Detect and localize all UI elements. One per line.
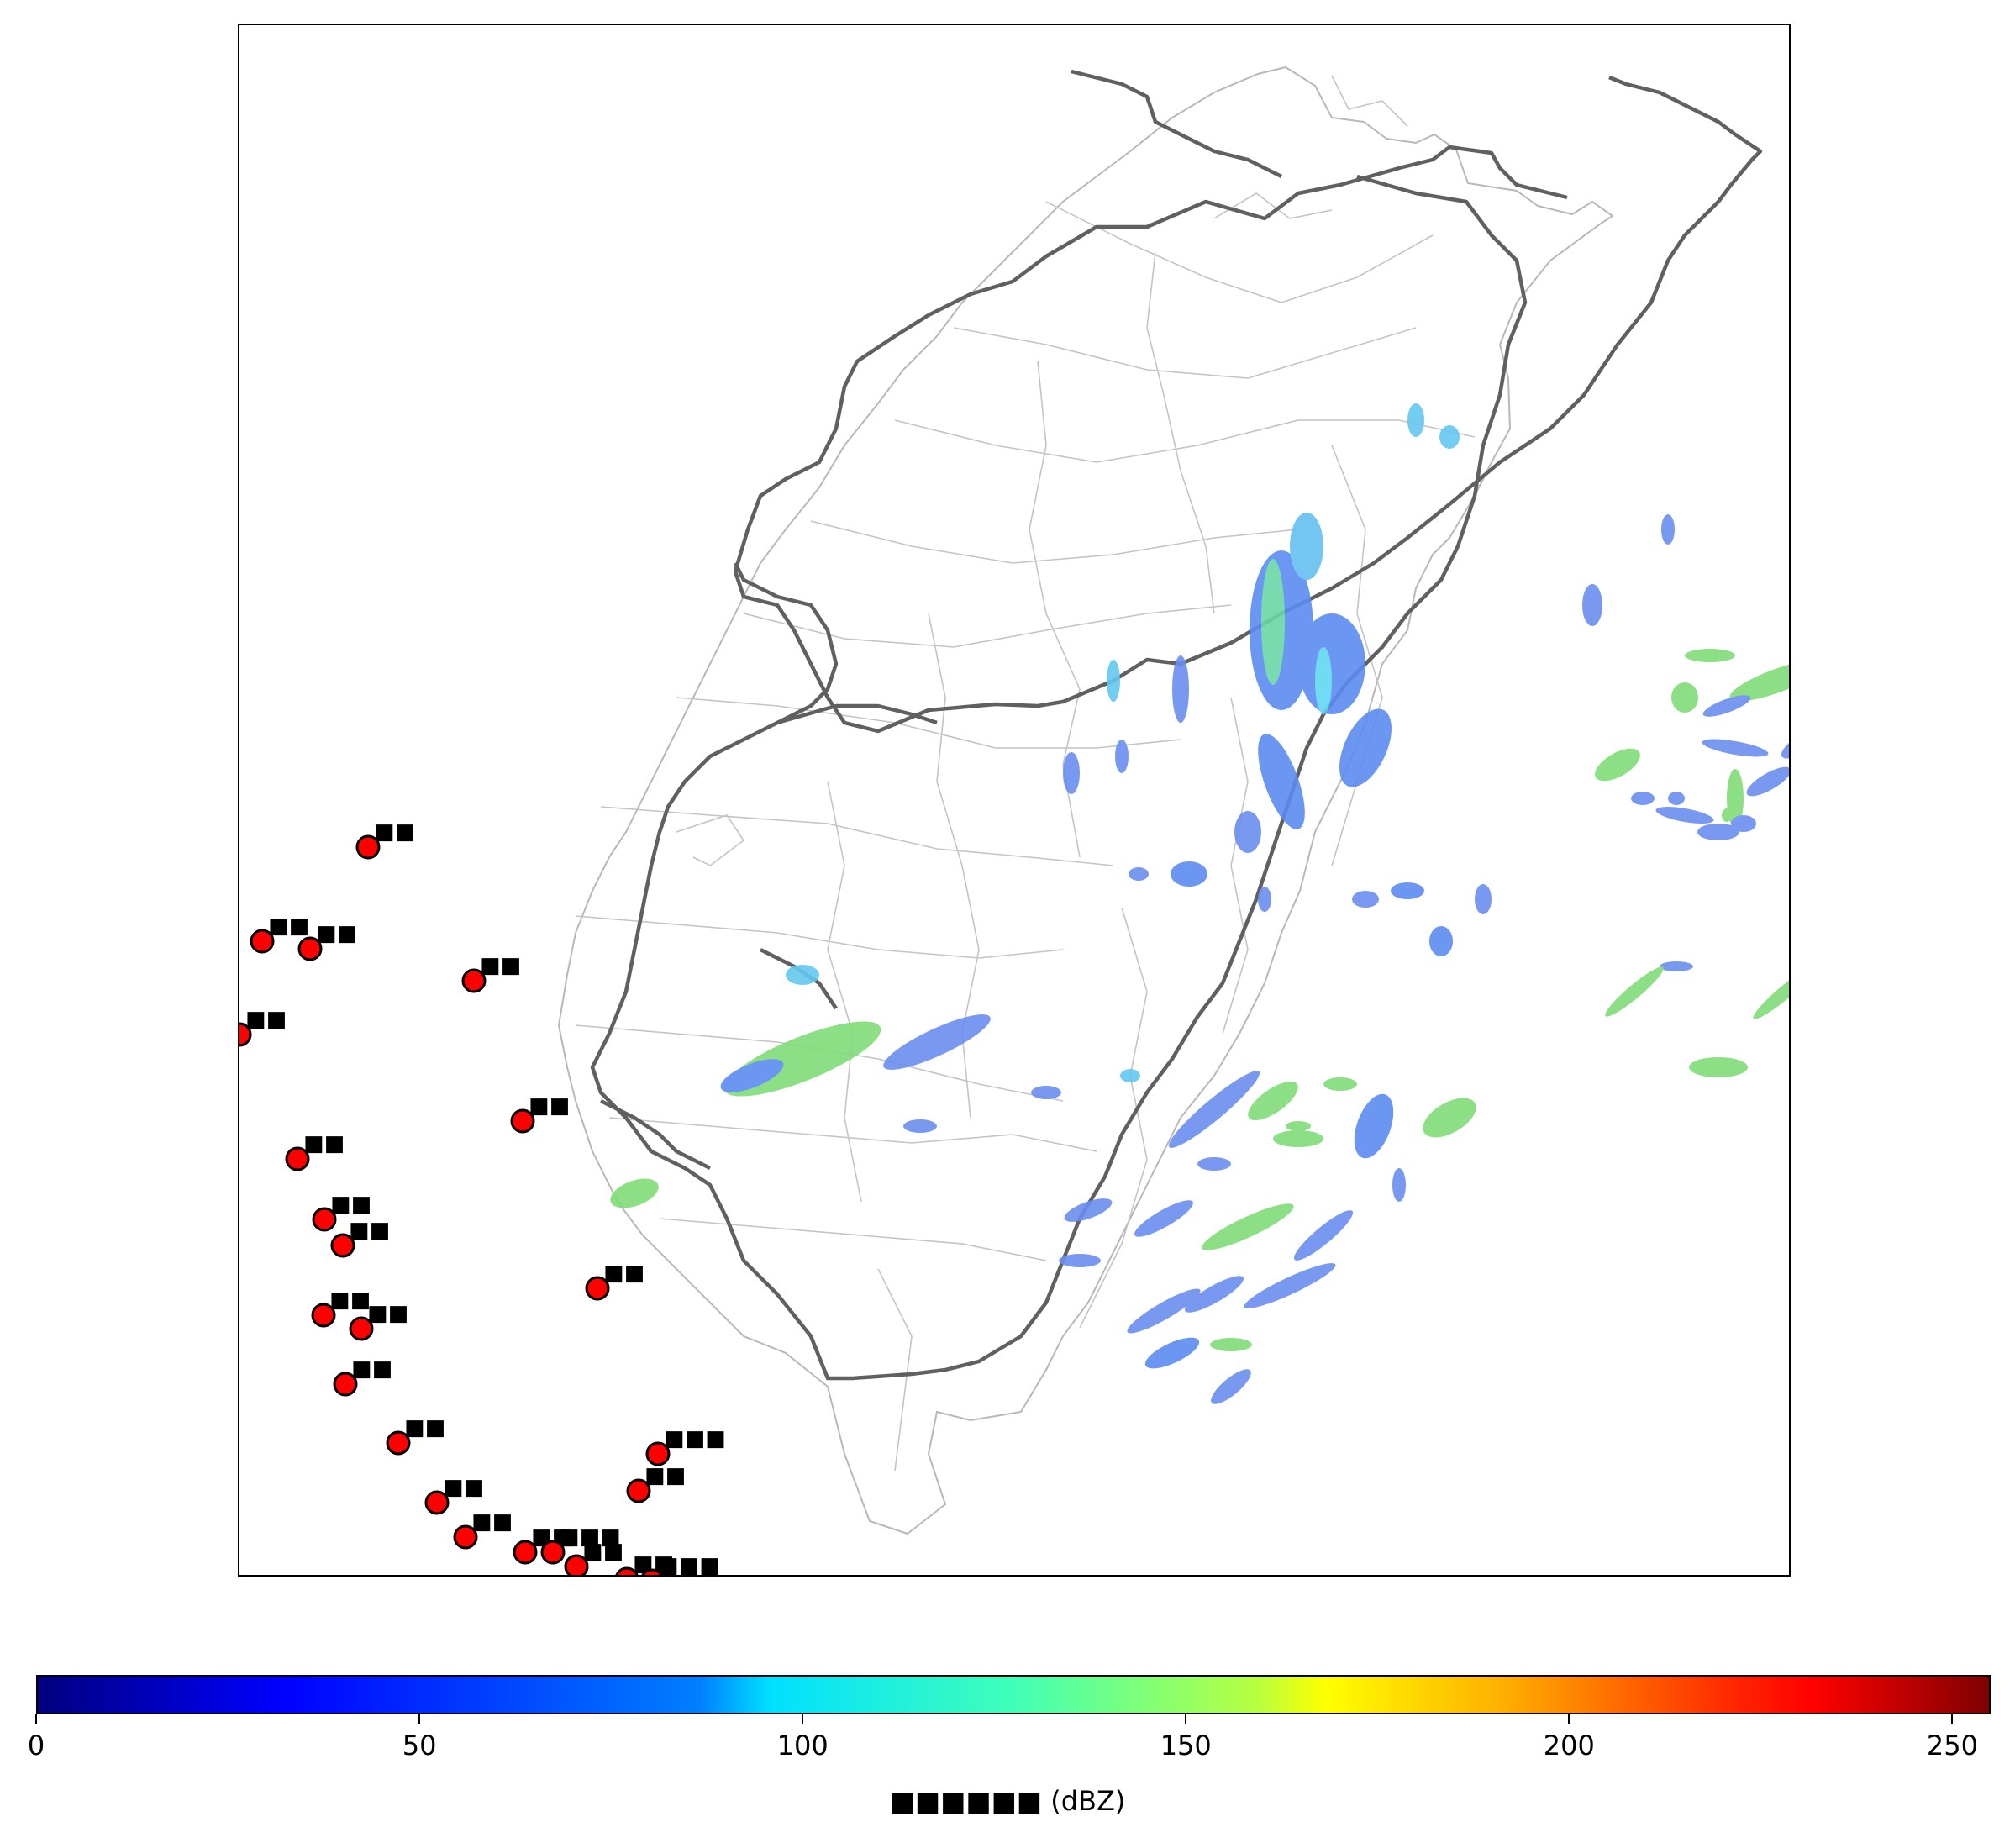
station-dot	[626, 1478, 651, 1503]
station-marker: ■■	[297, 921, 357, 961]
station-dot	[330, 1233, 355, 1258]
station-dot	[645, 1441, 671, 1466]
station-dot	[250, 929, 275, 954]
colorbar	[36, 1675, 1991, 1714]
station-dot	[510, 1108, 535, 1134]
station-label: ■■	[316, 921, 357, 946]
station-label: ■■	[268, 913, 309, 939]
colorbar-tick	[35, 1714, 37, 1724]
coastline	[557, 66, 1614, 1535]
station-label: ■■	[529, 1093, 570, 1119]
station-marker: ■■	[510, 1093, 570, 1134]
station-dot	[461, 968, 487, 993]
station-dot	[285, 1146, 310, 1171]
station-dot	[355, 834, 381, 860]
station-marker: ■■■	[641, 1553, 720, 1577]
station-marker: ■■	[239, 1007, 287, 1047]
colorbar-tick	[802, 1714, 804, 1724]
station-label: ■■	[374, 819, 415, 845]
station-marker: ■■	[311, 1287, 371, 1328]
station-markers: ■■■■ ■■■■■■■■■■■■■■■■■■■■■■■■■■■■■■■■■■■■…	[239, 819, 726, 1577]
station-marker: ■■	[513, 1524, 572, 1565]
station-dot	[297, 936, 323, 961]
station-marker: ■■	[626, 1463, 686, 1503]
colorbar-tick-label: 250	[1926, 1730, 1978, 1761]
station-label: ■■	[480, 953, 521, 978]
station-marker: ■■	[285, 1131, 345, 1171]
admin-boundaries	[575, 75, 1476, 1472]
station-dot	[564, 1554, 589, 1575]
colorbar-tick	[1951, 1714, 1954, 1724]
radar-echoes	[610, 403, 1789, 1404]
colorbar-tick	[418, 1714, 421, 1724]
station-marker: ■■	[453, 1509, 513, 1550]
station-marker: ■■	[330, 1218, 390, 1258]
station-dot	[349, 1316, 374, 1341]
radar-map: ■■ ■■ ■■ ■■ ■■ ■■ ■■ ■■ ■■ ■■ ■■ ■■ ■■ ■■ ■■■ ■■ ■■ ■■ ■■ ■…	[238, 24, 1791, 1577]
station-label: ■■■	[658, 1553, 720, 1577]
station-label: ■■	[603, 1261, 644, 1286]
map-canvas: ■■■■ ■■■■■■■■■■■■■■■■■■■■■■■■■■■■■■■■■■■■…	[239, 66, 1789, 1577]
station-dot	[312, 1207, 337, 1232]
station-dot	[641, 1568, 663, 1575]
colorbar-tick	[1568, 1714, 1570, 1724]
colorbar-tick	[1185, 1714, 1187, 1724]
station-dot	[540, 1540, 566, 1565]
colorbar-tick-label: 100	[776, 1730, 829, 1761]
station-marker: ■■	[250, 913, 309, 954]
station-label: ■■	[582, 1539, 623, 1564]
station-marker: ■■	[424, 1475, 484, 1515]
station-marker: ■■	[312, 1192, 371, 1232]
station-dot	[424, 1490, 450, 1515]
station-dot	[513, 1540, 538, 1565]
station-marker: ■■	[386, 1415, 445, 1456]
rail-lines	[590, 69, 1763, 1381]
station-label: ■■	[349, 1218, 390, 1243]
station-label: ■■	[330, 1192, 371, 1217]
colorbar-tick-label: 150	[1160, 1730, 1212, 1761]
station-label: ■■	[245, 1007, 287, 1032]
station-dot	[239, 1022, 252, 1047]
station-label: ■■	[443, 1475, 484, 1500]
station-dot	[615, 1566, 639, 1575]
station-label: ■■	[404, 1415, 445, 1440]
station-label: ■■■	[664, 1426, 726, 1451]
station-dot	[585, 1276, 610, 1301]
colorbar-tick-label: 200	[1543, 1730, 1595, 1761]
station-marker: ■■	[585, 1261, 644, 1301]
station-label: ■■	[303, 1131, 345, 1156]
colorbar-title: ■■■■■■ (dBZ)	[889, 1785, 1126, 1817]
station-dot	[386, 1430, 411, 1456]
station-marker: ■■	[564, 1539, 623, 1575]
station-marker: ■■■	[645, 1426, 726, 1466]
station-dot	[311, 1303, 336, 1328]
station-marker: ■■	[349, 1301, 408, 1341]
colorbar-tick-label: 0	[27, 1730, 45, 1761]
colorbar-tick-label: 50	[402, 1730, 437, 1761]
station-marker: ■■	[461, 953, 521, 993]
station-label: ■■	[351, 1356, 392, 1382]
station-label: ■■	[329, 1287, 371, 1313]
station-dot	[453, 1524, 478, 1550]
station-label: ■■	[367, 1301, 408, 1326]
station-label: ■■■	[559, 1524, 621, 1550]
station-marker: ■■■	[540, 1524, 621, 1565]
station-marker: ■■	[333, 1356, 392, 1397]
station-label: ■■	[471, 1509, 513, 1535]
station-marker: ■■	[355, 819, 415, 860]
station-dot	[333, 1372, 358, 1397]
station-label: ■■	[644, 1463, 686, 1488]
